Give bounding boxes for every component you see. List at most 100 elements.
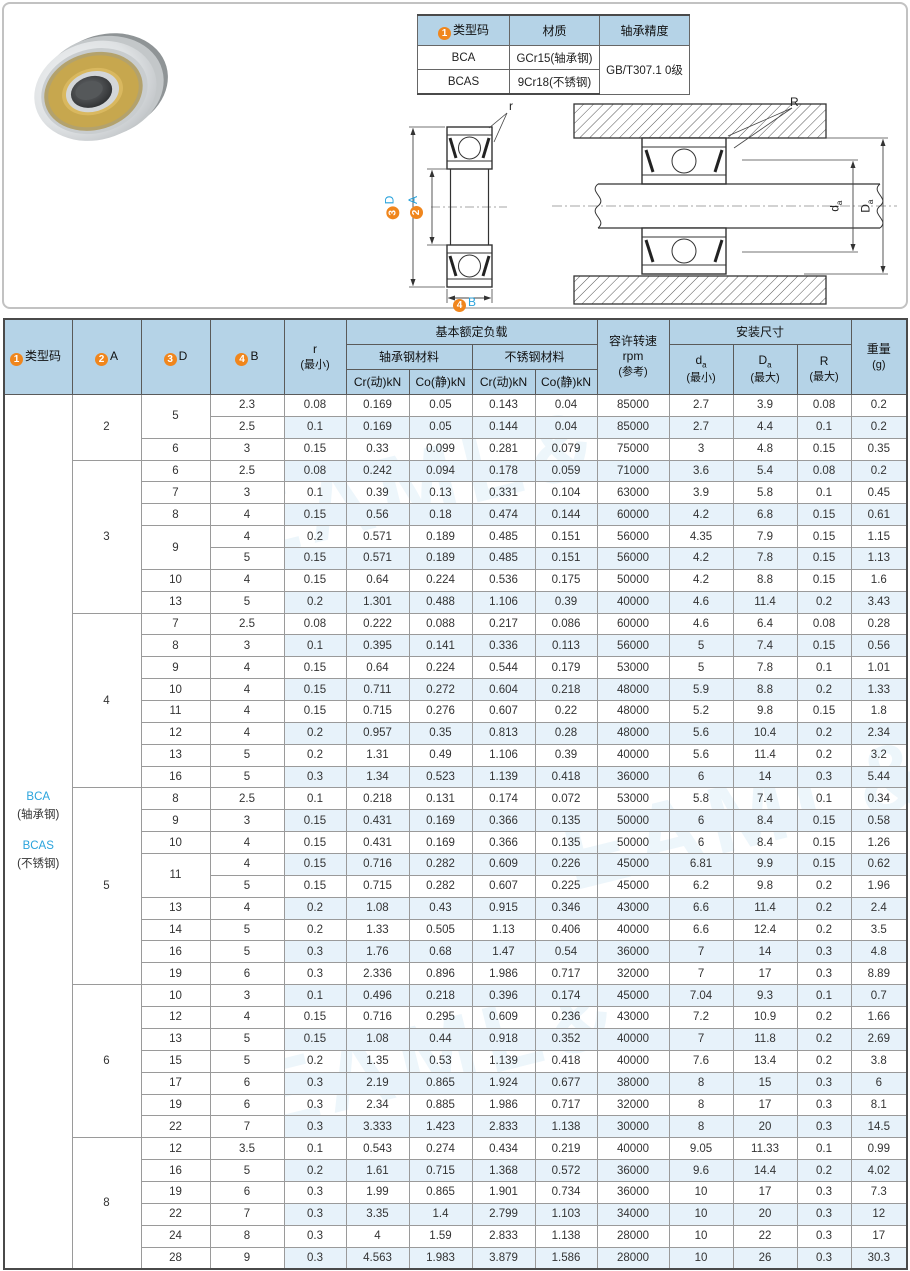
cell-value: 0.15 (796, 700, 852, 723)
cell-d: 7 (140, 612, 211, 636)
cell-value: 36000 (596, 1180, 670, 1204)
cell-value: 0.15 (796, 525, 852, 549)
cell-b: 5 (209, 918, 285, 942)
cell-value: 5.8 (732, 481, 798, 505)
mini-header-row: 1 类型码 材质 轴承精度 (417, 14, 690, 46)
cell-d: 14 (140, 918, 211, 942)
cell-value: 0.094 (408, 459, 473, 483)
mounting-diagram: R da Da (542, 95, 910, 309)
cell-value: 50000 (596, 831, 670, 855)
cell-value: 0.236 (534, 1006, 598, 1029)
cell-value: 14 (732, 765, 798, 789)
cell-value: 0.08 (796, 394, 852, 417)
cell-value: 45000 (596, 874, 670, 898)
cell-d: 19 (140, 962, 211, 986)
cell-d: 6 (140, 459, 211, 483)
cell-value: 7.4 (732, 634, 798, 658)
cell-value: 3.8 (850, 1049, 908, 1073)
cell-value: 0.39 (534, 590, 598, 614)
cell-b: 3 (209, 634, 285, 658)
material-bca: GCr15(轴承钢) (509, 45, 600, 70)
cell-value: 9.8 (732, 874, 798, 898)
mini-row-bca: BCA GCr15(轴承钢) GB/T307.1 0级 (417, 45, 690, 95)
cell-d: 8 (140, 787, 211, 811)
cell-value: 0.217 (471, 612, 536, 636)
cell-value: 9.8 (732, 700, 798, 723)
cell-value: 50000 (596, 568, 670, 592)
cell-value: 0.3 (283, 765, 347, 789)
cell-value: 0.169 (408, 831, 473, 855)
cell-d: 16 (140, 1159, 211, 1182)
cell-b: 5 (209, 765, 285, 789)
header-Da-max: Da (最大) (732, 344, 798, 395)
cell-value: 1.986 (471, 962, 536, 986)
table-row: 10 4 0.15 0.711 0.272 0.604 0.218 48000 5.9 8.8 0.… (4, 678, 908, 702)
type-code-cell: BCA (轴承钢) BCAS (不锈钢) (3, 393, 73, 1270)
cell-value: 0.64 (345, 568, 410, 592)
cell-value: 4 (345, 1224, 410, 1248)
cell-value: 0.08 (283, 459, 347, 483)
cell-value: 60000 (596, 503, 670, 527)
cell-value: 0.3 (283, 1202, 347, 1226)
cell-value: 0.2 (796, 918, 852, 942)
cell-value: 0.1 (796, 1137, 852, 1161)
cell-value: 3.333 (345, 1115, 410, 1139)
cell-value: 7.8 (732, 656, 798, 680)
cell-value: 0.957 (345, 721, 410, 745)
table-row: 5 8 2.5 0.1 0.218 0.131 0.174 0.072 53000 5.8 7.4 0… (4, 787, 908, 986)
cell-value: 34000 (596, 1202, 670, 1226)
cell-value: 40000 (596, 1049, 670, 1073)
cell-value: 4.6 (668, 612, 734, 636)
cell-value: 0.58 (850, 809, 908, 833)
cell-value: 1.08 (345, 896, 410, 920)
cell-value: 0.059 (534, 459, 598, 483)
cell-value: 0.169 (408, 809, 473, 833)
cell-value: 0.05 (408, 415, 473, 439)
cell-value: 0.44 (408, 1027, 473, 1051)
cell-value: 1.103 (534, 1202, 598, 1226)
r-dim-label: r (509, 99, 513, 113)
cell-value: 15 (732, 1071, 798, 1095)
cell-value: 0.431 (345, 809, 410, 833)
cell-value: 0.915 (471, 896, 536, 920)
cell-b: 5 (209, 940, 285, 964)
cell-value: 0.3 (283, 1180, 347, 1204)
cell-d: 7 (140, 481, 211, 505)
cell-value: 5.8 (668, 787, 734, 811)
cell-value: 10 (668, 1180, 734, 1204)
cell-value: 40000 (596, 1137, 670, 1161)
cell-value: 9.3 (732, 984, 798, 1008)
cell-value: 50000 (596, 809, 670, 833)
cell-value: 0.135 (534, 831, 598, 855)
cell-value: 0.169 (345, 394, 410, 417)
cell-value: 43000 (596, 896, 670, 920)
cell-value: 40000 (596, 590, 670, 614)
cell-d: 6 (140, 437, 211, 461)
cell-value: 32000 (596, 1093, 670, 1117)
precision-value: GB/T307.1 0级 (599, 45, 690, 95)
cell-value: 0.3 (796, 940, 852, 964)
cell-value: 1.47 (471, 940, 536, 964)
table-row: 19 6 0.3 2.336 0.896 1.986 0.717 32000 7 17 0.3 8.8… (4, 962, 908, 986)
cell-value: 0.274 (408, 1137, 473, 1161)
circle-4-icon: 4 (235, 352, 249, 366)
header-cr-dynamic-stainless: Cr(动)kN (471, 369, 536, 395)
cell-value: 0.15 (796, 634, 852, 658)
R-dim-label: R (790, 95, 799, 109)
header-R-max: R (最大) (796, 344, 852, 395)
cell-value: 7.04 (668, 984, 734, 1008)
cell-value: 5.2 (668, 700, 734, 723)
cell-value: 45000 (596, 853, 670, 876)
cell-value: 11.4 (732, 590, 798, 614)
cell-value: 0.865 (408, 1071, 473, 1095)
cell-value: 0.282 (408, 853, 473, 876)
circle-2-icon: 2 (410, 206, 424, 220)
cell-value: 12 (850, 1202, 908, 1226)
cell-value: 8.4 (732, 831, 798, 855)
cell-value: 0.35 (408, 721, 473, 745)
cell-value: 8 (668, 1115, 734, 1139)
cell-value: 0.2 (283, 896, 347, 920)
cell-value: 0.7 (850, 984, 908, 1008)
cell-value: 0.222 (345, 612, 410, 636)
